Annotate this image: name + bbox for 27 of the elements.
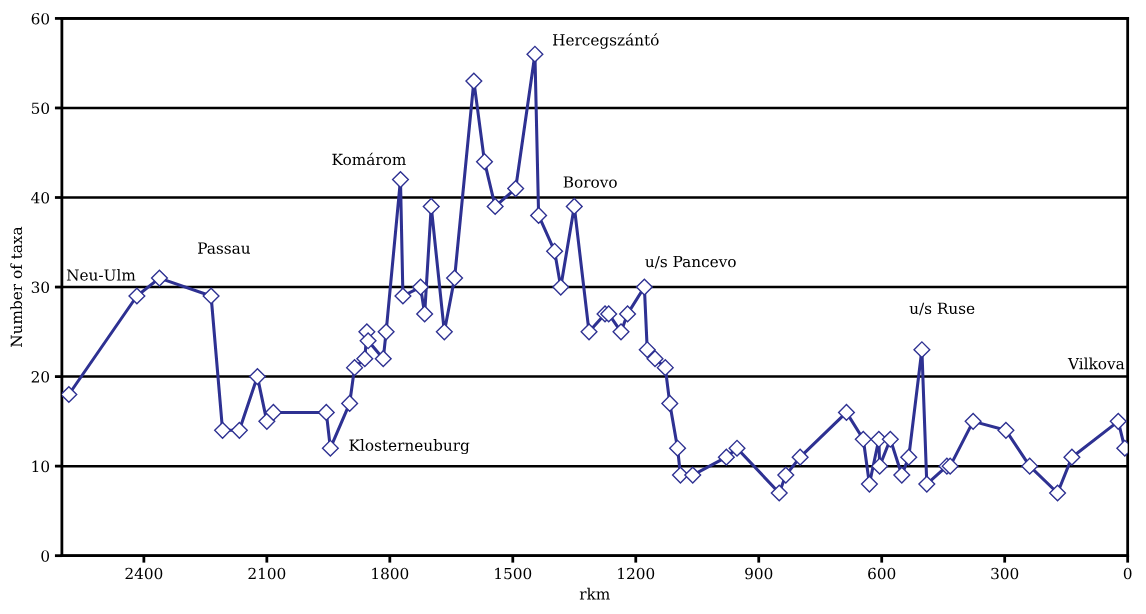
annotation: u/s Pancevo	[645, 255, 736, 269]
annotation: Hercegszántó	[552, 33, 659, 49]
x-tick-label: 1800	[372, 567, 409, 580]
annotation: Vilkova	[1067, 357, 1125, 370]
x-tick-label: 300	[991, 567, 1019, 580]
x-axis-title: rkm	[579, 587, 610, 600]
y-tick-label: 60	[31, 12, 50, 25]
y-tick-label: 20	[31, 371, 50, 383]
y-tick-label: 30	[31, 281, 50, 294]
annotation: Neu-Ulm	[66, 268, 136, 281]
y-axis-title: Number of taxa	[10, 226, 23, 347]
x-tick-label: 0	[1123, 567, 1132, 580]
annotation: Borovo	[563, 176, 617, 188]
annotation: Klosterneuburg	[349, 439, 470, 455]
annotation: Komárom	[332, 152, 406, 166]
x-tick-label: 1200	[618, 567, 655, 580]
y-tick-label: 40	[31, 191, 50, 204]
x-tick-label: 600	[868, 567, 896, 580]
y-tick-label: 50	[31, 102, 50, 114]
annotation: u/s Ruse	[909, 302, 975, 316]
x-tick-label: 1500	[495, 567, 532, 580]
annotation: Passau	[198, 242, 250, 254]
y-tick-label: 0	[41, 550, 50, 562]
x-tick-label: 2100	[248, 567, 286, 580]
x-tick-label: 900	[745, 567, 773, 580]
x-tick-label: 2400	[125, 567, 163, 580]
y-tick-label: 10	[32, 460, 50, 473]
